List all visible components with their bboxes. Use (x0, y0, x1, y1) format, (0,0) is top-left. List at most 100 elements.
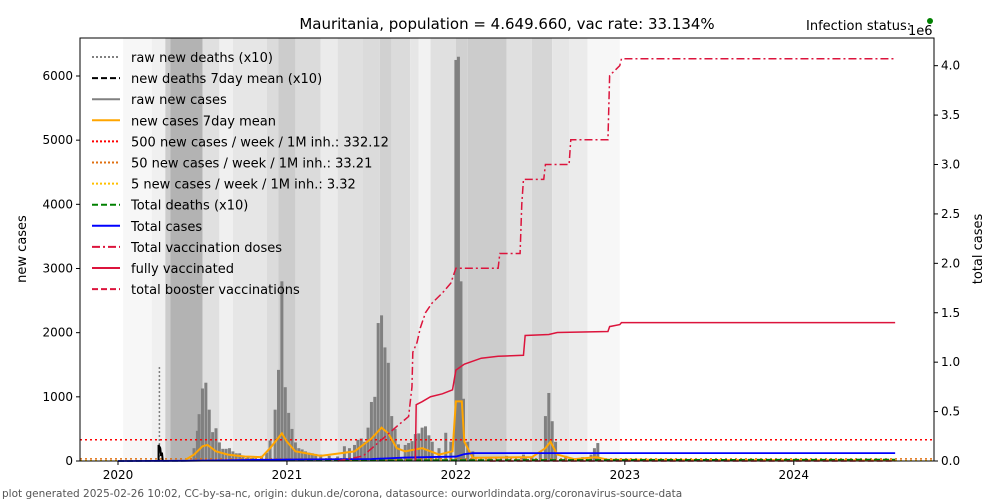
status-band (391, 38, 411, 461)
status-band (320, 38, 338, 461)
status-band (467, 38, 507, 461)
new-cases-bar (314, 453, 318, 461)
new-cases-bar (214, 428, 218, 461)
y2-tick-label: 2.5 (941, 207, 960, 221)
status-band (165, 38, 171, 461)
y2-tick-label: 1.5 (941, 306, 960, 320)
y2-axis-label: total cases (971, 214, 986, 285)
x-tick-label: 2023 (610, 468, 641, 482)
x-tick-label: 2022 (441, 468, 472, 482)
y-tick-label: 6000 (42, 69, 73, 83)
new-cases-7day-mean-line (185, 400, 896, 462)
new-cases-bar (420, 427, 424, 461)
legend-label: Total cases (130, 220, 202, 235)
y2-tick-label: 0.5 (941, 405, 960, 419)
x-tick-label: 2021 (272, 468, 303, 482)
new-cases-bar (456, 56, 460, 462)
new-cases-bar (238, 453, 242, 461)
new-cases-bar (246, 457, 250, 461)
new-cases-bar (211, 432, 215, 461)
new-cases-bar (287, 412, 291, 461)
status-band (295, 38, 321, 461)
legend-label: 5 new cases / week / 1M inh.: 3.32 (131, 178, 356, 193)
footer-credit: plot generated 2025-02-26 10:02, CC-by-s… (2, 488, 682, 500)
new-cases-bar (454, 59, 458, 462)
status-band (219, 38, 233, 461)
status-band (506, 38, 532, 461)
legend-label: raw new cases (131, 93, 227, 108)
new-cases-bar (268, 440, 272, 461)
y-tick-label: 5000 (42, 133, 73, 147)
new-cases-bar (197, 414, 201, 461)
legend-label: raw new deaths (x10) (131, 51, 273, 66)
legend-label: 50 new cases / week / 1M inh.: 33.21 (131, 157, 372, 172)
new-cases-bar (383, 347, 387, 461)
new-cases-bar (300, 449, 304, 461)
y2-tick-label: 3.0 (941, 158, 960, 172)
status-band (455, 38, 468, 461)
new-cases-bar (403, 444, 407, 461)
x-axis: 2020 2021 2022 2023 2024 (103, 461, 809, 482)
y-axis-label: new cases (15, 215, 30, 283)
legend-label: fully vaccinated (131, 262, 234, 277)
new-cases-bar (366, 427, 370, 461)
new-cases-bar (396, 444, 400, 461)
new-cases-bar (459, 281, 463, 461)
y-tick-label: 0 (65, 454, 73, 468)
new-cases-bar (195, 430, 199, 461)
new-cases-bar (273, 409, 277, 461)
y2-multiplier: 1e6 (908, 24, 933, 39)
chart-title: Mauritania, population = 4.649.660, vac … (299, 15, 714, 33)
new-cases-bar (359, 438, 363, 461)
y-axis-left: 0 1000 2000 3000 4000 5000 6000 (42, 69, 80, 468)
new-cases-bar (427, 435, 431, 461)
y2-tick-label: 0.0 (941, 454, 960, 468)
new-cases-bar (221, 448, 225, 461)
legend-label: total booster vaccinations (131, 283, 300, 298)
status-band (418, 38, 431, 461)
status-band (569, 38, 588, 461)
new-cases-bar (265, 452, 269, 461)
y-tick-label: 3000 (42, 261, 73, 275)
new-cases-bar (417, 433, 421, 461)
new-cases-bar (373, 396, 377, 461)
y-axis-right: 0.0 0.5 1.0 1.5 2.0 2.5 3.0 3.5 4.0 (934, 59, 960, 468)
status-band (379, 38, 392, 461)
new-cases-bar (538, 451, 542, 461)
y2-tick-label: 2.0 (941, 256, 960, 270)
new-cases-bar (283, 387, 287, 461)
new-cases-bar (547, 392, 551, 461)
new-cases-bar (380, 315, 384, 461)
new-cases-bar (407, 443, 411, 461)
new-cases-bar (550, 421, 554, 461)
new-cases-bar (353, 444, 357, 461)
infection-status-dot (927, 18, 933, 24)
status-band (531, 38, 553, 461)
new-cases-bar (200, 388, 204, 461)
new-deaths-7day-mean-line (157, 444, 164, 462)
new-cases-bar (596, 443, 600, 461)
new-cases-bar (356, 439, 360, 461)
new-cases-bar (290, 428, 294, 461)
new-cases-bar (363, 441, 367, 461)
new-cases-bar (592, 448, 596, 461)
status-band (232, 38, 267, 461)
status-band (587, 38, 620, 461)
new-cases-bar (444, 432, 448, 461)
x-tick-label: 2024 (779, 468, 810, 482)
legend-label: Total deaths (x10) (130, 199, 248, 214)
new-cases-bar (319, 454, 323, 461)
y2-tick-label: 1.0 (941, 355, 960, 369)
legend-label: 500 new cases / week / 1M inh.: 332.12 (131, 135, 389, 150)
status-bands (123, 38, 620, 461)
status-band (123, 38, 152, 461)
new-cases-bar (207, 409, 211, 461)
status-band (337, 38, 363, 461)
new-cases-bar (204, 382, 208, 461)
new-cases-bar (543, 416, 547, 461)
legend-label: Total vaccination doses (130, 241, 282, 256)
new-cases-bar (386, 362, 390, 461)
status-band (410, 38, 419, 461)
new-cases-bar (280, 281, 284, 461)
